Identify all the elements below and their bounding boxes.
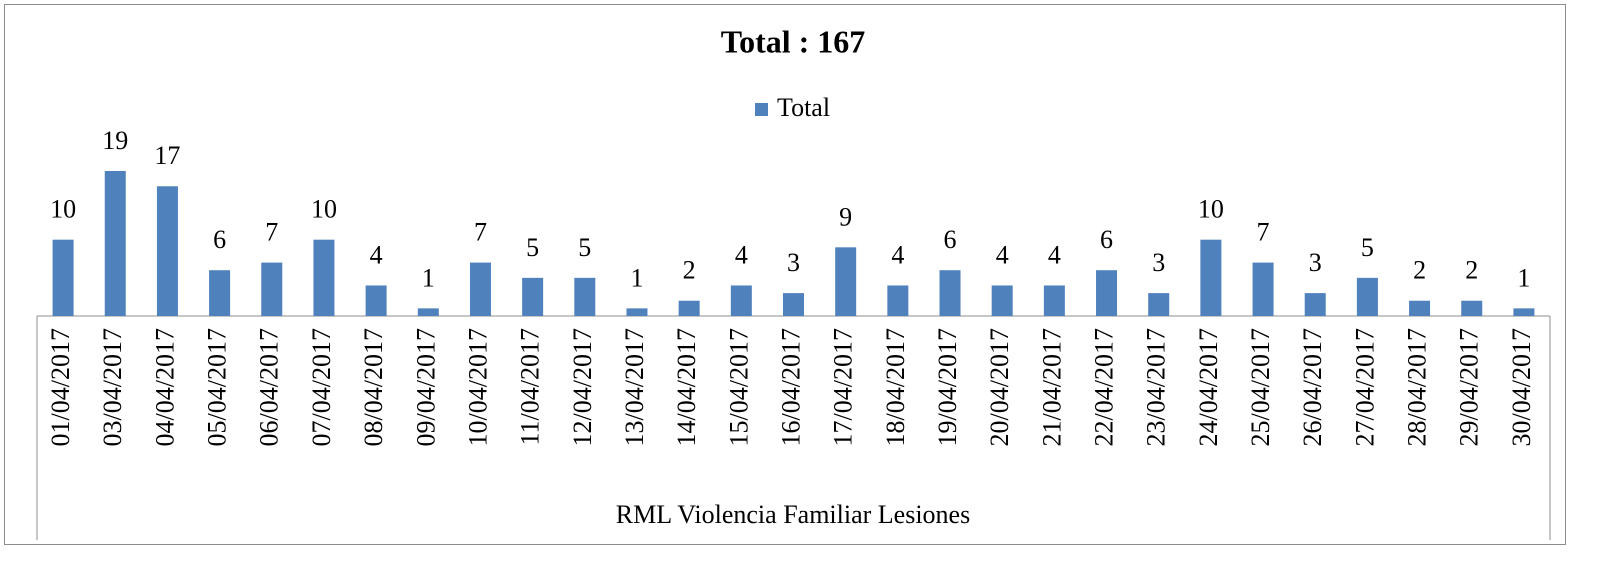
x-tick-label: 07/04/2017 bbox=[307, 328, 336, 446]
data-label: 3 bbox=[1309, 248, 1322, 277]
data-label: 4 bbox=[1048, 240, 1061, 269]
bar bbox=[156, 186, 178, 316]
x-tick-label: 25/04/2017 bbox=[1246, 328, 1275, 446]
bar bbox=[469, 262, 491, 316]
x-tick-label: 14/04/2017 bbox=[672, 328, 701, 446]
data-label: 4 bbox=[996, 240, 1009, 269]
x-tick-label: 19/04/2017 bbox=[933, 328, 962, 446]
bar bbox=[1409, 300, 1431, 316]
x-tick-label: 17/04/2017 bbox=[829, 328, 858, 446]
bar bbox=[104, 171, 126, 316]
data-label: 2 bbox=[683, 256, 696, 285]
bar bbox=[1252, 262, 1274, 316]
x-tick-label: 27/04/2017 bbox=[1350, 328, 1379, 446]
x-group-label: RML Violencia Familiar Lesiones bbox=[616, 500, 970, 529]
bar bbox=[522, 277, 544, 316]
x-tick-label: 10/04/2017 bbox=[463, 328, 492, 446]
data-label: 5 bbox=[526, 233, 539, 262]
data-label: 6 bbox=[944, 225, 957, 254]
x-tick-label: 03/04/2017 bbox=[98, 328, 127, 446]
bar bbox=[939, 270, 961, 316]
x-tick-label: 26/04/2017 bbox=[1298, 328, 1327, 446]
data-label: 1 bbox=[422, 263, 435, 292]
x-tick-label: 09/04/2017 bbox=[411, 328, 440, 446]
x-tick-label: 22/04/2017 bbox=[1090, 328, 1119, 446]
bar bbox=[1148, 293, 1170, 316]
data-label: 2 bbox=[1413, 256, 1426, 285]
x-tick-label: 20/04/2017 bbox=[985, 328, 1014, 446]
data-label: 19 bbox=[102, 126, 128, 155]
bar bbox=[1356, 277, 1378, 316]
bar bbox=[365, 285, 387, 316]
x-tick-label: 30/04/2017 bbox=[1507, 328, 1536, 446]
data-label: 5 bbox=[578, 233, 591, 262]
data-label: 1 bbox=[630, 263, 643, 292]
x-tick-label: 05/04/2017 bbox=[203, 328, 232, 446]
data-label: 3 bbox=[1152, 248, 1165, 277]
x-tick-label: 06/04/2017 bbox=[255, 328, 284, 446]
bar bbox=[1461, 300, 1483, 316]
bar bbox=[52, 239, 74, 316]
bar bbox=[313, 239, 335, 316]
bar bbox=[887, 285, 909, 316]
bar bbox=[209, 270, 231, 316]
x-tick-label: 18/04/2017 bbox=[881, 328, 910, 446]
x-tick-label: 23/04/2017 bbox=[1142, 328, 1171, 446]
data-label: 10 bbox=[50, 195, 76, 224]
bar bbox=[574, 277, 596, 316]
chart-frame bbox=[4, 4, 1566, 545]
legend-label: Total bbox=[777, 93, 830, 122]
x-tick-label: 11/04/2017 bbox=[516, 328, 545, 445]
bar bbox=[626, 308, 648, 316]
bar bbox=[1304, 293, 1326, 316]
chart-title: Total : 167 bbox=[721, 23, 866, 59]
data-label: 2 bbox=[1465, 256, 1478, 285]
data-label: 6 bbox=[213, 225, 226, 254]
bar bbox=[1513, 308, 1535, 316]
data-label: 4 bbox=[891, 240, 904, 269]
data-label: 5 bbox=[1361, 233, 1374, 262]
x-tick-label: 21/04/2017 bbox=[1037, 328, 1066, 446]
bar bbox=[1200, 239, 1222, 316]
data-label: 4 bbox=[370, 240, 383, 269]
data-label: 9 bbox=[839, 202, 852, 231]
x-tick-label: 29/04/2017 bbox=[1455, 328, 1484, 446]
bar bbox=[783, 293, 804, 316]
x-tick-label: 16/04/2017 bbox=[776, 328, 805, 446]
x-tick-label: 13/04/2017 bbox=[620, 328, 649, 446]
bar bbox=[678, 300, 700, 316]
bar bbox=[1096, 270, 1118, 316]
data-label: 1 bbox=[1517, 263, 1530, 292]
data-label: 10 bbox=[311, 195, 337, 224]
x-tick-label: 24/04/2017 bbox=[1194, 328, 1223, 446]
data-label: 6 bbox=[1100, 225, 1113, 254]
data-label: 4 bbox=[735, 240, 748, 269]
bar bbox=[835, 247, 857, 316]
data-label: 3 bbox=[787, 248, 800, 277]
data-label: 7 bbox=[265, 218, 278, 247]
data-label: 7 bbox=[1257, 218, 1270, 247]
bar bbox=[991, 285, 1013, 316]
bar bbox=[261, 262, 283, 316]
x-tick-label: 04/04/2017 bbox=[150, 328, 179, 446]
x-tick-label: 01/04/2017 bbox=[46, 328, 75, 446]
x-tick-label: 15/04/2017 bbox=[724, 328, 753, 446]
x-tick-label: 28/04/2017 bbox=[1403, 328, 1432, 446]
x-tick-label: 12/04/2017 bbox=[568, 328, 597, 446]
x-tick-label: 08/04/2017 bbox=[359, 328, 388, 446]
legend-swatch bbox=[755, 103, 768, 116]
bar bbox=[417, 308, 439, 316]
data-label: 7 bbox=[474, 218, 487, 247]
data-label: 10 bbox=[1198, 195, 1224, 224]
data-label: 17 bbox=[154, 141, 180, 170]
bar bbox=[730, 285, 752, 316]
bar bbox=[1043, 285, 1065, 316]
